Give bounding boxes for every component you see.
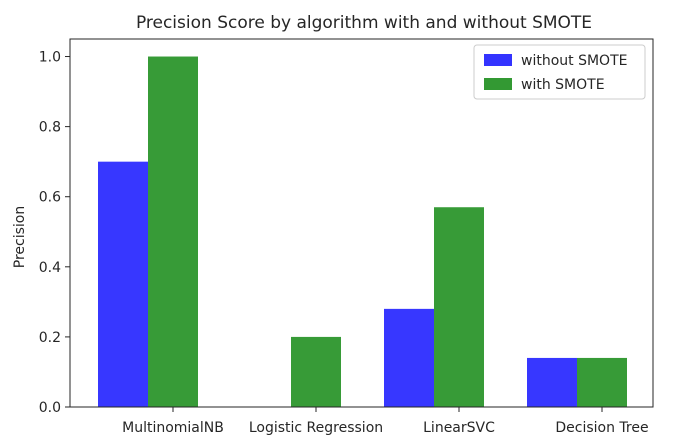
bar-without-smote-2 [384, 308, 434, 407]
x-tick-label: LinearSVC [423, 420, 495, 436]
legend-box [473, 44, 646, 100]
plot-area: 0.0 0.2 0.4 0.6 0.8 1.0 MultinomialNB Logistic … [39, 38, 654, 436]
legend: without SMOTE with SMOTE [473, 44, 646, 100]
y-axis-label: Precision [12, 206, 28, 268]
y-tick-label: 0.2 [39, 330, 61, 346]
legend-label: without SMOTE [521, 53, 627, 69]
y-tick-label: 0.4 [39, 260, 61, 276]
legend-swatch [484, 54, 512, 66]
bar-without-smote-3 [527, 357, 577, 407]
x-tick-label: MultinomialNB [122, 420, 224, 436]
y-tick-label: 0.0 [39, 400, 61, 416]
x-tick-label: Logistic Regression [249, 420, 383, 436]
legend-swatch [484, 78, 512, 90]
plot-frame [69, 38, 654, 408]
bar-with-smote-3 [577, 357, 627, 407]
legend-label: with SMOTE [521, 77, 605, 93]
y-tick-label: 0.6 [39, 190, 61, 206]
bar-with-smote-1 [291, 336, 341, 407]
y-tick-label: 1.0 [39, 50, 61, 66]
y-tick-label: 0.8 [39, 120, 61, 136]
x-tick-label: Decision Tree [555, 420, 648, 436]
chart-title: Precision Score by algorithm with and wi… [136, 13, 592, 33]
bar-with-smote-2 [434, 207, 484, 407]
bar-with-smote-0 [148, 56, 198, 408]
bar-without-smote-0 [98, 161, 148, 407]
